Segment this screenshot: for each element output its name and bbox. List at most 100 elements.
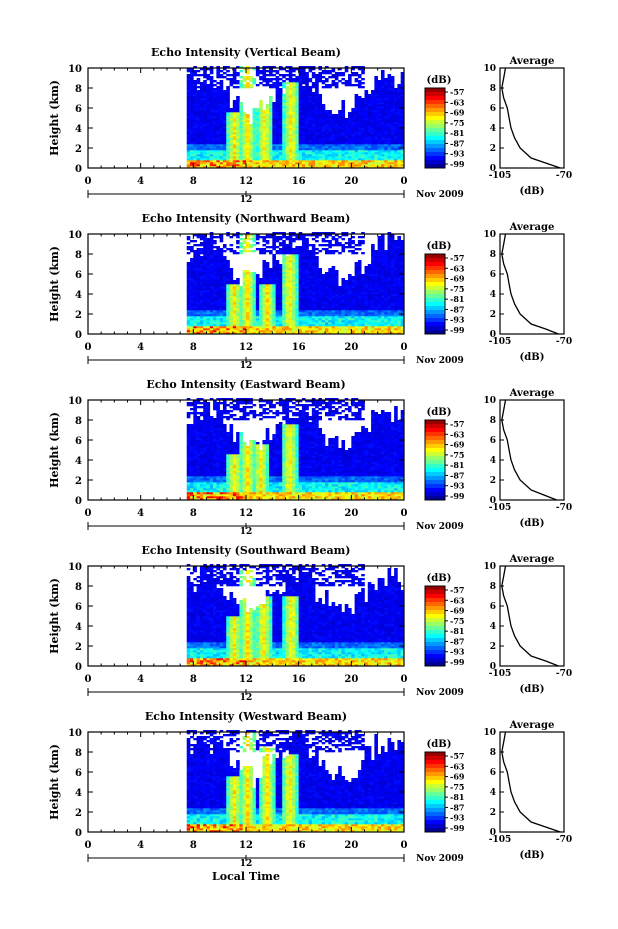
heatmap-cell xyxy=(193,312,197,314)
heatmap-cell xyxy=(200,258,204,260)
heatmap-cell xyxy=(315,278,319,280)
heatmap-cell xyxy=(378,120,382,122)
heatmap-cell xyxy=(322,130,326,132)
heatmap-cell xyxy=(299,294,303,296)
heatmap-cell xyxy=(203,116,207,118)
y-tick-label: 8 xyxy=(75,84,82,95)
heatmap-cell xyxy=(243,272,247,274)
heatmap-cell xyxy=(309,268,313,270)
heatmap-cell xyxy=(328,114,332,116)
heatmap-cell xyxy=(282,84,286,86)
heatmap-cell xyxy=(193,98,197,100)
heatmap-cell xyxy=(348,114,352,116)
heatmap-cell xyxy=(269,100,273,102)
heatmap-cell xyxy=(335,162,339,164)
heatmap-cell xyxy=(266,276,270,278)
heatmap-cell xyxy=(305,284,309,286)
heatmap-cell xyxy=(197,282,201,284)
heatmap-cell xyxy=(276,108,280,110)
heatmap-cell xyxy=(210,70,214,72)
heatmap-cell xyxy=(207,272,211,274)
heatmap-cell xyxy=(203,316,207,318)
heatmap-cell xyxy=(187,156,191,158)
heatmap-cell xyxy=(302,126,306,128)
heatmap-cell xyxy=(302,240,306,242)
heatmap-cell xyxy=(295,154,299,156)
heatmap-cell xyxy=(200,150,204,152)
heatmap-cell xyxy=(341,160,345,162)
heatmap-cell xyxy=(299,116,303,118)
heatmap-cell xyxy=(374,130,378,132)
heatmap-cell xyxy=(256,108,260,110)
heatmap-cell xyxy=(213,90,217,92)
heatmap-cell xyxy=(259,100,263,102)
heatmap-cell xyxy=(388,130,392,132)
heatmap-cell xyxy=(338,80,342,82)
heatmap-cell xyxy=(256,310,260,312)
heatmap-cell xyxy=(269,118,273,120)
heatmap-cell xyxy=(226,88,230,90)
heatmap-cell xyxy=(259,78,263,80)
heatmap-cell xyxy=(216,282,220,284)
heatmap-cell xyxy=(223,294,227,296)
heatmap-cell xyxy=(299,280,303,282)
heatmap-cell xyxy=(243,160,247,162)
heatmap-cell xyxy=(309,106,313,108)
heatmap-cell xyxy=(282,270,286,272)
heatmap-cell xyxy=(318,302,322,304)
heatmap-cell xyxy=(384,84,388,86)
heatmap-cell xyxy=(394,92,398,94)
heatmap-cell xyxy=(309,140,313,142)
heatmap-cell xyxy=(223,160,227,162)
heatmap-cell xyxy=(210,124,214,126)
heatmap-cell xyxy=(295,282,299,284)
heatmap-cell xyxy=(351,126,355,128)
heatmap-cell xyxy=(187,88,191,90)
heatmap-cell xyxy=(269,306,273,308)
heatmap-cell xyxy=(391,122,395,124)
heatmap-cell xyxy=(315,288,319,290)
heatmap-cell xyxy=(318,280,322,282)
heatmap-cell xyxy=(286,268,290,270)
heatmap-cell xyxy=(210,236,214,238)
heatmap-cell xyxy=(328,306,332,308)
heatmap-cell xyxy=(207,88,211,90)
heatmap-cell xyxy=(355,124,359,126)
heatmap-cell xyxy=(187,164,191,166)
heatmap-cell xyxy=(200,154,204,156)
heatmap-cell xyxy=(269,300,273,302)
heatmap-cell xyxy=(315,84,319,86)
heatmap-cell xyxy=(322,282,326,284)
heatmap-cell xyxy=(193,314,197,316)
heatmap-cell xyxy=(348,144,352,146)
heatmap-cell xyxy=(279,150,283,152)
heatmap-cell xyxy=(292,274,296,276)
heatmap-cell xyxy=(269,108,273,110)
heatmap-cell xyxy=(220,152,224,154)
heatmap-cell xyxy=(394,108,398,110)
heatmap-cell xyxy=(190,108,194,110)
heatmap-cell xyxy=(397,162,401,164)
heatmap-cell xyxy=(190,120,194,122)
heatmap-cell xyxy=(216,258,220,260)
heatmap-cell xyxy=(318,164,322,166)
heatmap-cell xyxy=(213,290,217,292)
heatmap-cell xyxy=(325,240,329,242)
heatmap-cell xyxy=(328,326,332,328)
heatmap-cell xyxy=(193,300,197,302)
heatmap-cell xyxy=(299,102,303,104)
heatmap-cell xyxy=(388,138,392,140)
heatmap-cell xyxy=(305,272,309,274)
heatmap-cell xyxy=(325,306,329,308)
heatmap-cell xyxy=(226,288,230,290)
heatmap-cell xyxy=(266,324,270,326)
heatmap-cell xyxy=(197,94,201,96)
heatmap-cell xyxy=(223,150,227,152)
heatmap-cell xyxy=(190,100,194,102)
heatmap-cell xyxy=(207,268,211,270)
heatmap-cell xyxy=(236,156,240,158)
heatmap-cell xyxy=(338,74,342,76)
heatmap-cell xyxy=(230,80,234,82)
heatmap-cell xyxy=(190,160,194,162)
heatmap-cell xyxy=(223,120,227,122)
